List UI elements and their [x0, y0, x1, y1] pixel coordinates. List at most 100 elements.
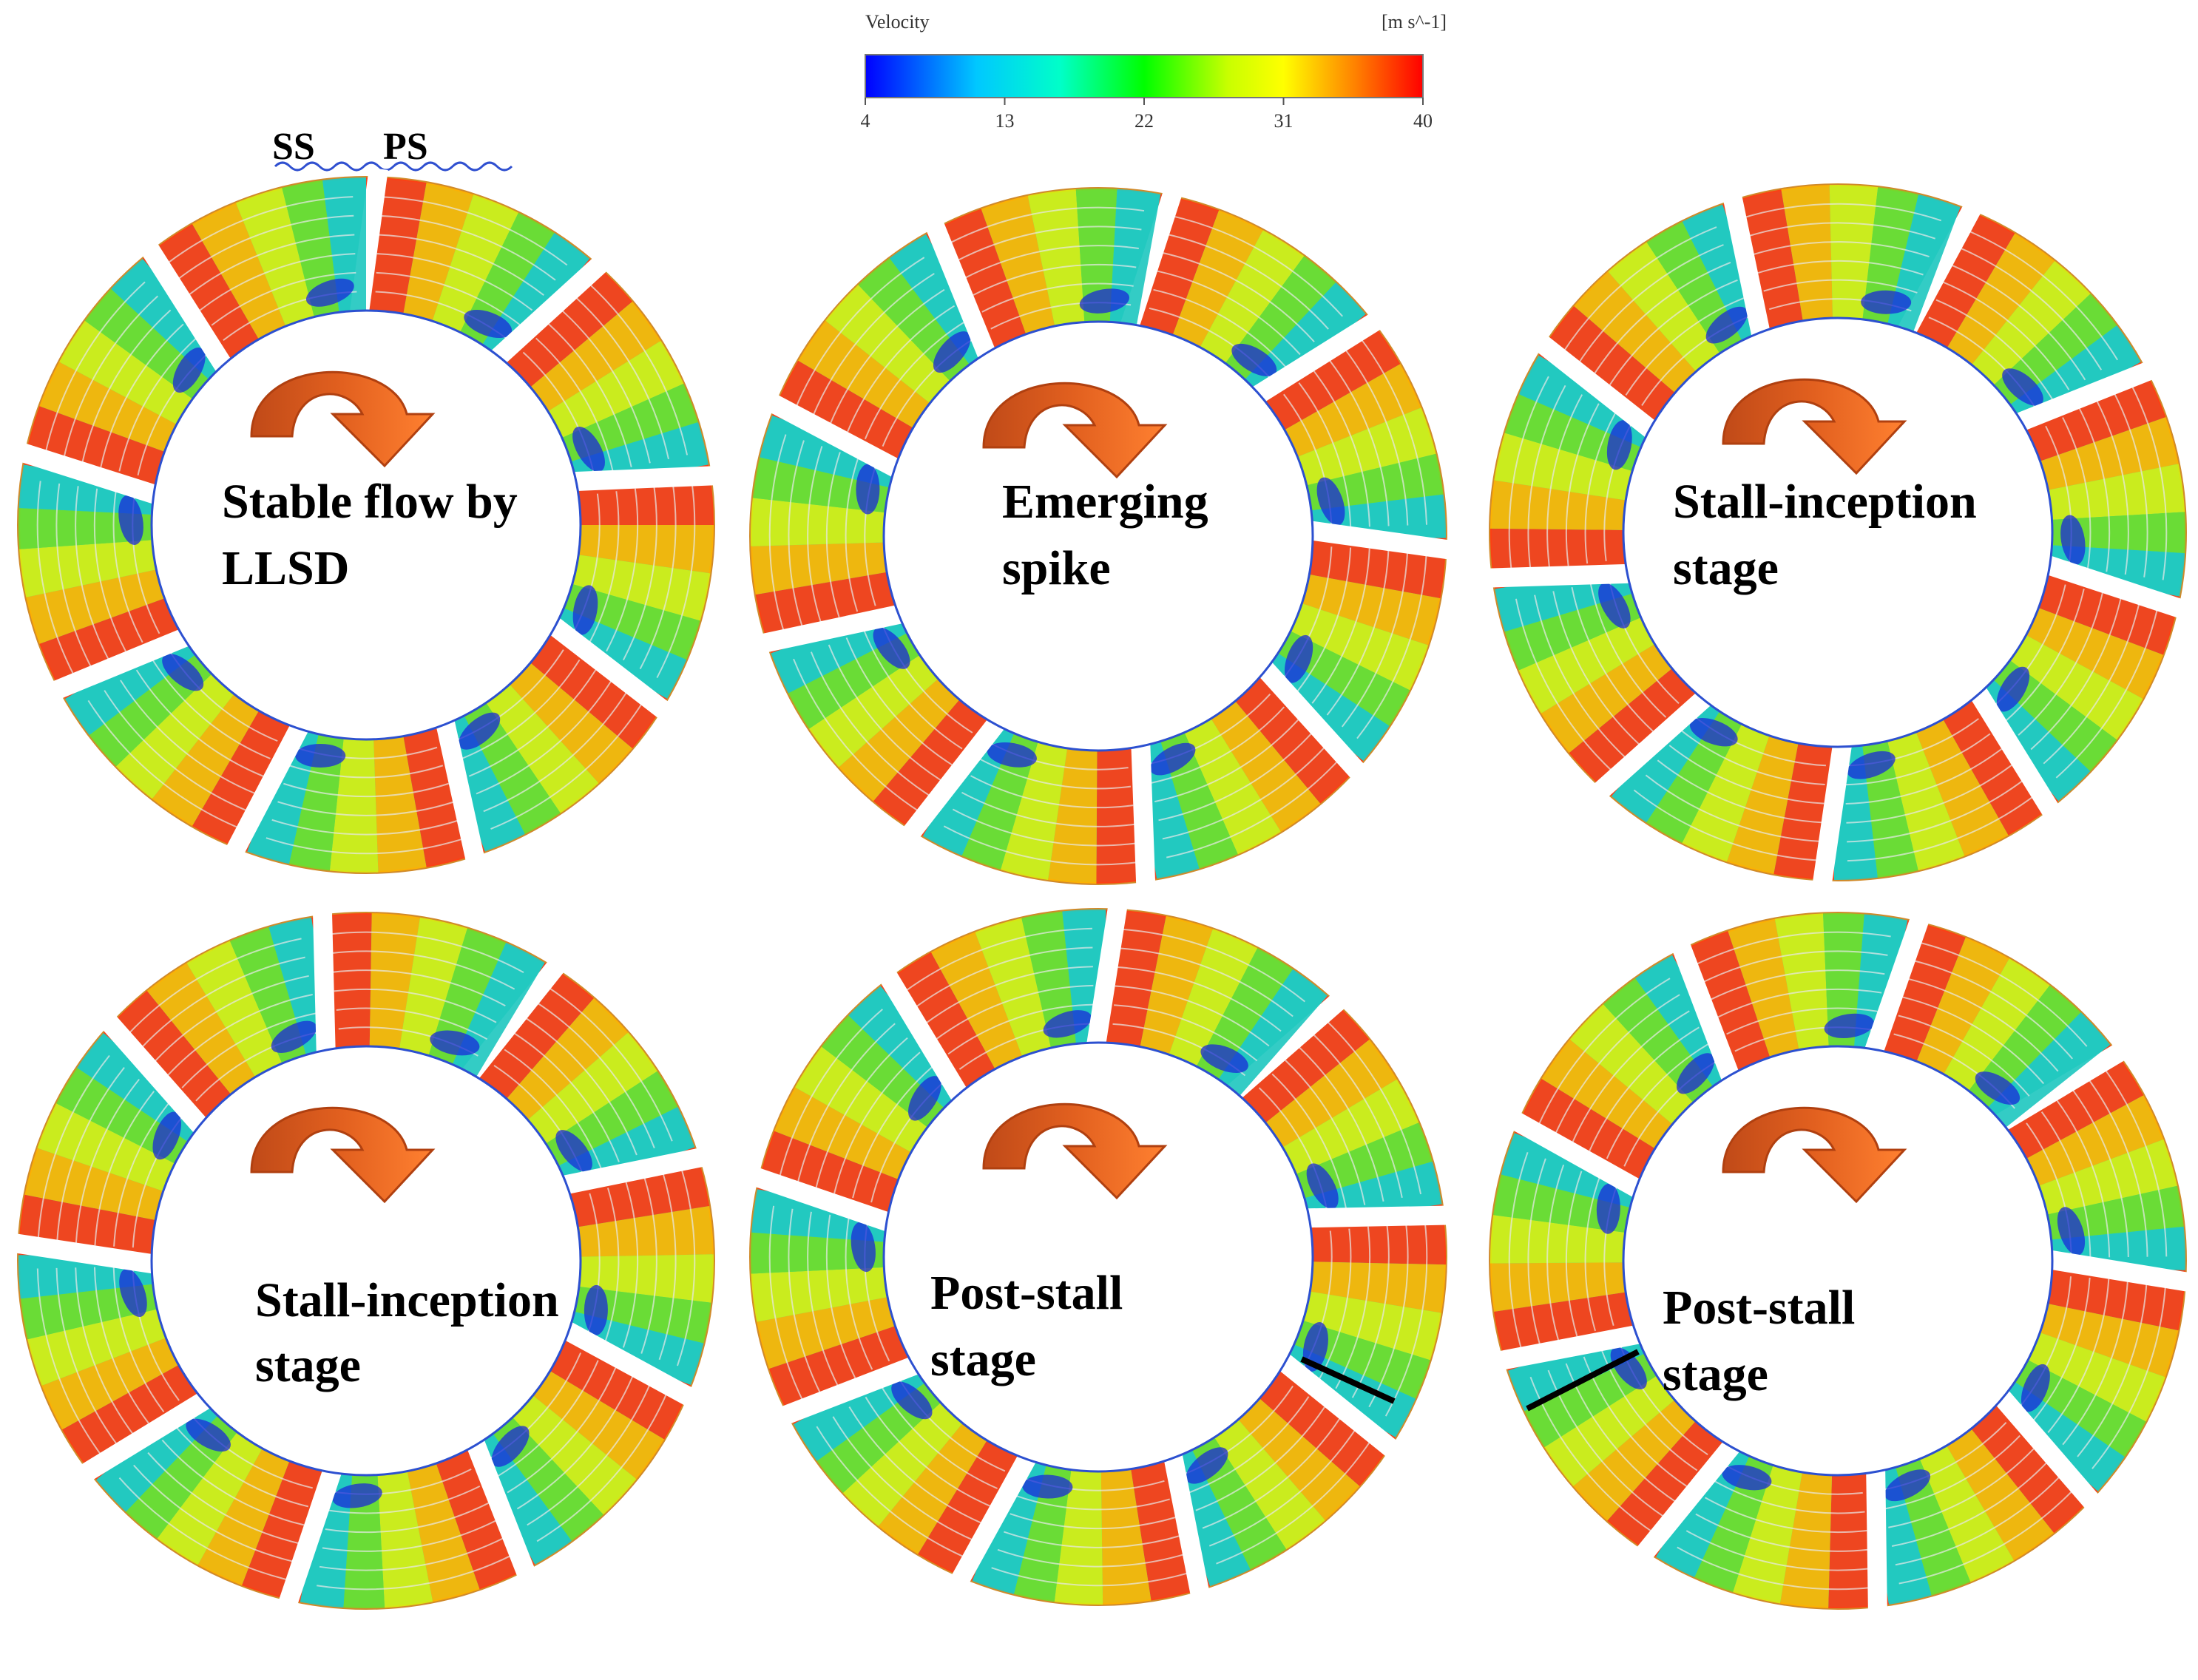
streamline — [327, 931, 524, 973]
passage-band — [1862, 187, 1919, 324]
blade-passage — [1262, 520, 1456, 762]
passage-band — [1140, 916, 1213, 1055]
streamline — [1943, 281, 2070, 390]
vortex-region — [2060, 515, 2086, 565]
blade — [1305, 520, 1456, 560]
vortex-region — [584, 1284, 608, 1335]
vortex-region — [908, 1076, 941, 1121]
streamline — [810, 651, 932, 798]
streamline — [336, 1007, 488, 1040]
streamline — [152, 659, 271, 759]
streamline — [2055, 606, 2160, 779]
streamline — [1166, 233, 1329, 330]
streamline — [461, 659, 581, 759]
vortex-region — [1150, 742, 1196, 776]
blade-passage — [1998, 1250, 2196, 1491]
streamline — [1115, 985, 1270, 1047]
passage-band — [1489, 1215, 1626, 1264]
panel-label-line2: stage — [1673, 541, 1779, 595]
panel-label-line2: stage — [930, 1332, 1036, 1386]
hub — [1622, 1045, 2054, 1477]
streamline — [1341, 549, 1409, 728]
streamline — [93, 488, 126, 652]
streamline — [947, 1003, 1094, 1055]
passage-band — [39, 362, 177, 452]
streamline — [1004, 1531, 1181, 1548]
vortex-region — [1022, 1474, 1073, 1499]
passage-band — [1569, 668, 1699, 796]
passage-band — [403, 183, 474, 322]
passage-band — [873, 700, 990, 836]
streamline — [104, 690, 249, 813]
passage-band — [197, 1448, 290, 1585]
flow-panel: Emerging spike — [749, 185, 1456, 890]
passage-band — [1265, 1039, 1397, 1148]
blade-passage — [751, 415, 907, 654]
streamline — [1162, 745, 1327, 840]
streamline — [833, 1051, 921, 1194]
passage-band — [793, 1360, 925, 1461]
streamline — [561, 309, 651, 464]
colorbar-tick-label: 13 — [995, 110, 1015, 132]
hub — [1622, 316, 2054, 748]
panel-label-line1: Stall-inception — [255, 1273, 559, 1327]
passage-band — [1302, 574, 1441, 646]
streamline — [1726, 1007, 1879, 1035]
passage-band — [772, 360, 913, 462]
streamline — [788, 1208, 822, 1395]
blade — [1532, 332, 1661, 441]
vortex-region — [2021, 1364, 2050, 1412]
streamline — [87, 700, 242, 830]
streamline — [1313, 370, 1370, 527]
hub — [882, 320, 1314, 752]
blade — [1812, 739, 1853, 890]
streamline — [44, 281, 146, 455]
vortex-region — [1186, 1447, 1228, 1484]
streamline — [468, 669, 597, 777]
streamline — [2047, 1278, 2110, 1434]
streamline — [322, 1519, 498, 1552]
blade-passage — [793, 1360, 1038, 1590]
streamline — [1844, 733, 1991, 786]
passage-band — [1027, 189, 1085, 327]
streamline — [1633, 789, 1822, 861]
blade-passage — [1670, 912, 1908, 1085]
passage-band — [1490, 1262, 1626, 1312]
streamline — [188, 234, 355, 296]
streamline — [377, 234, 544, 296]
streamline — [2062, 1280, 2128, 1446]
streamline — [334, 988, 497, 1023]
passage-band — [1943, 698, 2059, 836]
streamline — [331, 969, 506, 1007]
rotation-arrow-icon — [982, 1102, 1168, 1200]
streamline — [1326, 549, 1390, 716]
stall-cell-pointer — [1300, 1356, 1396, 1404]
blade-passage — [1722, 184, 1961, 341]
blade-passage — [1506, 955, 1736, 1199]
streamline — [1114, 1004, 1258, 1062]
blade — [76, 1389, 214, 1484]
streamline — [1010, 1513, 1176, 1530]
passage-band — [369, 913, 421, 1049]
blade — [876, 966, 971, 1105]
streamline — [1118, 928, 1305, 1003]
passage-band — [288, 734, 344, 871]
passage-band — [1490, 480, 1626, 530]
passage-band — [574, 1287, 711, 1344]
flow-panel: Stall-inception stage — [1484, 183, 2189, 890]
streamline — [825, 452, 841, 618]
stall-cell-pointer — [1526, 1349, 1640, 1412]
streamline — [1311, 548, 1370, 704]
streamline — [176, 214, 354, 281]
blade-passage — [1611, 695, 1853, 890]
passage-band — [27, 1309, 166, 1386]
blade — [757, 603, 907, 654]
passage-band — [1518, 617, 1655, 714]
passage-band — [103, 991, 231, 1120]
pressure-side-label: PS — [383, 126, 428, 168]
streamline — [1324, 1018, 1422, 1195]
passage-band — [1100, 1469, 1152, 1605]
blade — [2012, 359, 2158, 433]
colorbar-unit: [m s^-1] — [1382, 11, 1447, 33]
blade-passage — [922, 721, 1157, 890]
